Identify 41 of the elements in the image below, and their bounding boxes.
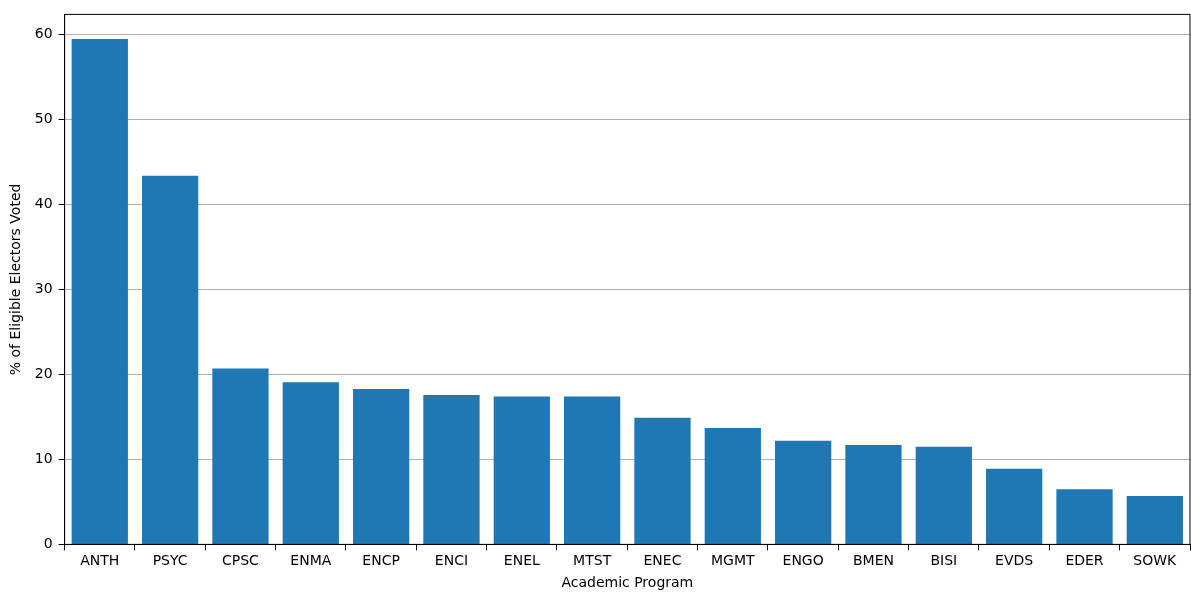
x-tick-label: BMEN [852, 552, 894, 569]
bar [986, 468, 1043, 544]
y-tick-label: 30 [34, 280, 53, 297]
bar [493, 396, 550, 544]
bar [423, 394, 480, 544]
x-tick-label: ENCP [362, 552, 400, 569]
y-tick-label: 40 [34, 195, 53, 212]
x-tick-label: ENGO [782, 552, 824, 569]
x-tick-label: ENEC [643, 552, 682, 569]
bar [141, 175, 199, 544]
bar [775, 440, 832, 544]
x-tick-label: CPSC [222, 552, 260, 569]
y-axis-title: % of Eligible Electors Voted [7, 183, 24, 376]
bar [212, 368, 269, 544]
bar [704, 428, 761, 544]
x-tick-label: BISI [930, 552, 958, 569]
bar [71, 39, 128, 544]
bar [564, 396, 621, 544]
x-tick-label: MGMT [711, 552, 756, 569]
bar [634, 417, 691, 544]
y-tick-label: 20 [34, 365, 53, 382]
bar [915, 446, 972, 544]
x-tick-label: EVDS [995, 552, 1034, 569]
x-tick-label: ENCI [434, 552, 469, 569]
y-tick-label: 0 [43, 535, 53, 552]
bar [352, 388, 410, 544]
bar [1126, 495, 1183, 544]
x-tick-label: MTST [573, 552, 612, 569]
x-axis-title: Academic Program [561, 574, 694, 591]
bar [282, 382, 339, 544]
y-tick-label: 60 [34, 25, 53, 42]
x-tick-label: ENEL [503, 552, 540, 569]
bar [1056, 489, 1113, 544]
x-tick-label: PSYC [152, 552, 188, 569]
x-tick-label: ENMA [290, 552, 332, 569]
y-tick-label: 50 [34, 110, 53, 127]
x-tick-label: SOWK [1133, 552, 1178, 569]
bar [845, 445, 902, 544]
y-tick-label: 10 [34, 450, 53, 467]
x-tick-label: EDER [1065, 552, 1104, 569]
x-tick-label: ANTH [80, 552, 120, 569]
